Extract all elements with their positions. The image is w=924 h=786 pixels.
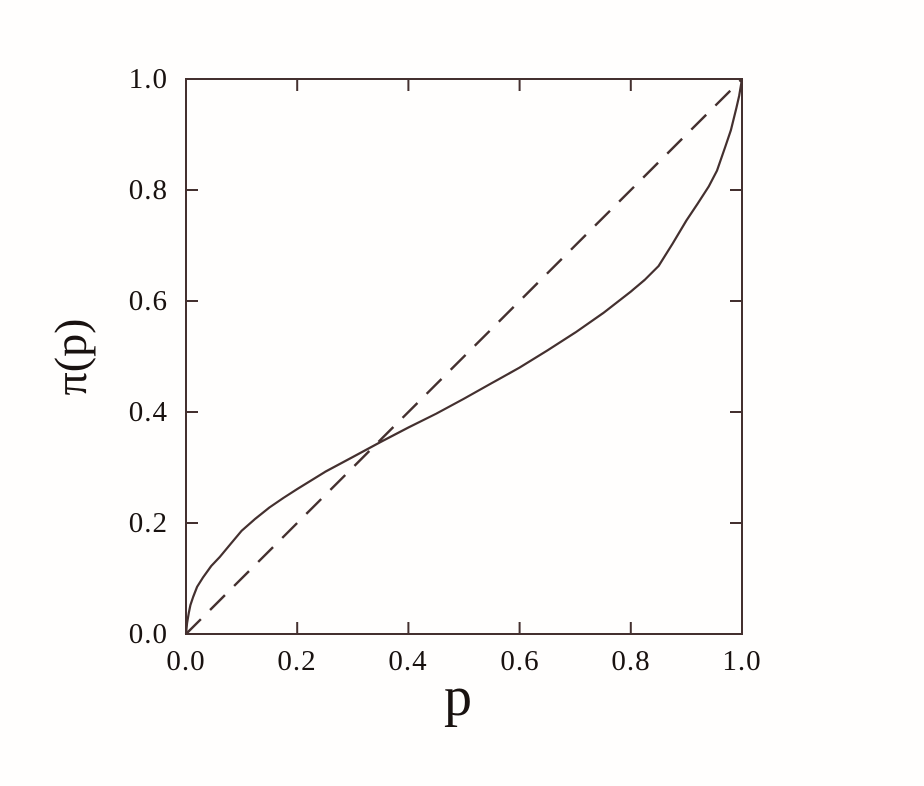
y-tick-label: 0.4 xyxy=(128,396,168,428)
plot-frame xyxy=(185,78,743,635)
y-tick-label: 0.0 xyxy=(128,618,168,650)
x-tick-label: 0.6 xyxy=(500,645,540,677)
probability-weighting-curve xyxy=(184,78,744,635)
y-tick-label: 0.2 xyxy=(128,507,168,539)
x-tick-label: 0.4 xyxy=(388,645,428,677)
x-tick-label: 1.0 xyxy=(722,645,762,677)
y-axis-title: π(p) xyxy=(45,318,96,396)
x-tick-label: 0.8 xyxy=(611,645,651,677)
x-tick-label: 0.0 xyxy=(166,645,206,677)
y-tick-label: 0.8 xyxy=(128,174,168,206)
x-tick-label: 0.2 xyxy=(277,645,317,677)
identity-diagonal xyxy=(185,78,743,635)
y-tick-label: 1.0 xyxy=(128,63,168,95)
y-tick-label: 0.6 xyxy=(128,285,168,317)
x-axis-title: p xyxy=(444,666,472,728)
